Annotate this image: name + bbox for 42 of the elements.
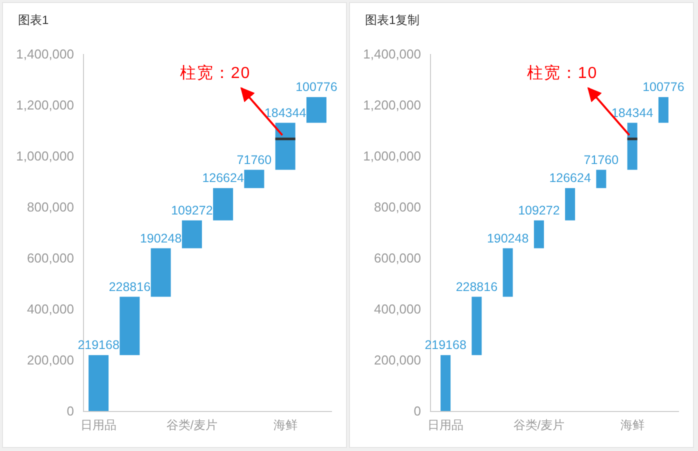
data-label: 228816 — [456, 280, 498, 294]
data-label: 190248 — [486, 231, 529, 246]
data-label: 228816 — [108, 280, 151, 294]
y-tick-label: 1,400,000 — [16, 46, 74, 62]
data-label: 71760 — [584, 152, 619, 167]
data-label: 126624 — [202, 171, 244, 186]
y-tick-label: 0 — [414, 404, 421, 418]
y-tick-label: 200,000 — [374, 352, 421, 368]
y-tick-label: 1,000,000 — [363, 148, 421, 164]
y-tick-label: 1,400,000 — [363, 46, 421, 62]
y-tick-label: 600,000 — [27, 250, 74, 266]
annotation: 柱宽：20 — [180, 65, 251, 82]
data-label: 109272 — [171, 203, 213, 218]
data-label: 100776 — [296, 80, 338, 94]
y-tick-label: 800,000 — [27, 200, 74, 214]
x-tick-label: 日用品 — [428, 418, 464, 432]
data-label: 126624 — [549, 171, 591, 186]
y-tick-label: 200,000 — [27, 352, 74, 368]
annotation: 柱宽：10 — [526, 65, 598, 82]
title: 图表1复制 — [365, 13, 420, 27]
x-tick-label: 日用品 — [80, 418, 117, 432]
y-tick-label: 600,000 — [374, 250, 421, 266]
y-tick-label: 1,200,000 — [363, 98, 421, 112]
data-label: 184344 — [611, 106, 654, 120]
title: 图表1 — [18, 13, 49, 27]
y-tick-label: 0 — [66, 404, 74, 418]
data-label: 190248 — [140, 231, 182, 246]
y-tick-label: 1,200,000 — [16, 98, 74, 112]
x-tick-label: 海鲜 — [620, 418, 644, 432]
y-tick-label: 1,000,000 — [16, 148, 74, 164]
data-label: 219168 — [424, 338, 466, 352]
y-tick-label: 800,000 — [374, 200, 421, 214]
data-label: 100776 — [642, 80, 684, 94]
y-tick-label: 400,000 — [27, 302, 74, 316]
y-tick-label: 400,000 — [374, 302, 421, 316]
x-tick-label: 海鲜 — [273, 418, 298, 432]
x-tick-label: 谷类/麦片 — [513, 418, 565, 432]
data-label: 109272 — [518, 203, 560, 218]
data-label: 184344 — [264, 106, 306, 120]
data-label: 219168 — [78, 338, 120, 352]
data-label: 71760 — [236, 152, 272, 167]
x-tick-label: 谷类/麦片 — [166, 418, 218, 432]
